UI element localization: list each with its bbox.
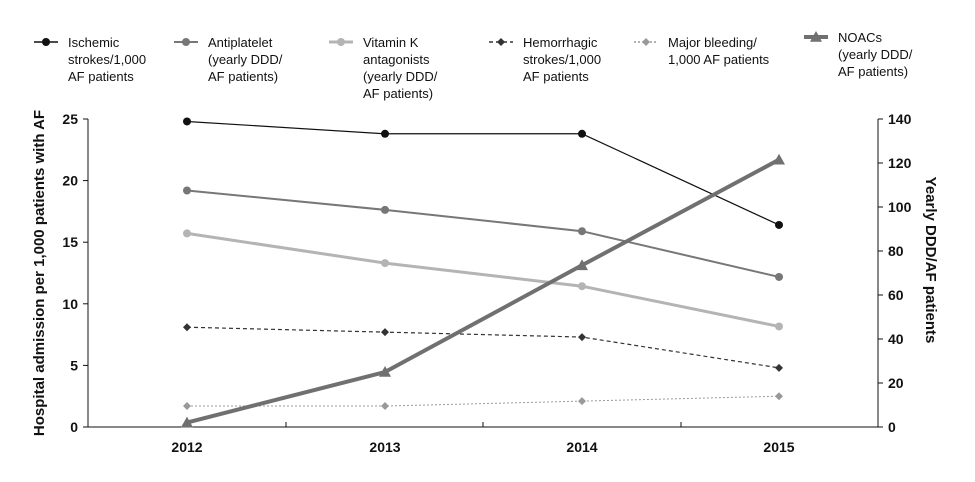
data-point xyxy=(775,392,783,401)
left-tick-label: 0 xyxy=(70,419,78,435)
legend-swatch-marker xyxy=(642,38,650,46)
x-ticks: 2012 2013 2014 2015 xyxy=(87,422,879,455)
data-point xyxy=(578,129,586,138)
y-left-axis-title: Hospital admission per 1,000 patients wi… xyxy=(31,110,48,436)
series-4 xyxy=(183,392,783,411)
legend-label-line: Vitamin K xyxy=(363,35,419,50)
legend-entry: Ischemic strokes/1,000 AF patients xyxy=(34,35,146,84)
legend-label-line: AF patients xyxy=(523,69,589,84)
series-layer xyxy=(181,117,785,428)
left-tick-label: 5 xyxy=(70,357,78,373)
legend-swatch-marker xyxy=(810,31,822,42)
data-point xyxy=(183,402,191,411)
data-point xyxy=(578,227,586,236)
legend-entry: Vitamin K antagonists (yearly DDD/AF patie… xyxy=(329,35,438,101)
right-tick-label: 100 xyxy=(888,199,912,215)
legend-label-line: strokes/1,000 xyxy=(523,52,601,67)
legend-label-line: AF patients xyxy=(68,69,134,84)
data-point xyxy=(381,328,389,337)
legend-entry: Major bleeding/1,000 AF patients xyxy=(634,35,770,67)
left-tick-label: 25 xyxy=(62,111,78,127)
series-line xyxy=(187,395,780,407)
legend-label-line: 1,000 AF patients xyxy=(668,52,770,67)
legend-label-line: Ischemic xyxy=(68,35,120,50)
data-point xyxy=(183,186,191,195)
data-point xyxy=(773,153,785,165)
series-line xyxy=(186,231,780,328)
legend-label-line: Antiplatelet xyxy=(208,35,273,50)
series-line xyxy=(186,326,780,369)
data-point xyxy=(578,282,586,291)
series-line xyxy=(186,120,780,226)
data-point xyxy=(775,322,783,331)
legend-swatch-marker xyxy=(497,38,505,46)
data-point xyxy=(379,366,391,377)
right-tick-label: 80 xyxy=(888,243,904,259)
legend-label-line: AF patients) xyxy=(208,69,278,84)
data-point xyxy=(775,220,783,229)
right-tick-label: 60 xyxy=(888,287,904,303)
right-tick-label: 40 xyxy=(888,331,904,347)
legend-entry: NOACs (yearly DDD/AF patients) xyxy=(804,30,913,79)
legend-label-line: NOACs xyxy=(838,30,883,45)
legend-label-line: AF patients) xyxy=(363,86,433,101)
series-5 xyxy=(181,153,785,428)
legend-label-line: (yearly DDD/ xyxy=(838,47,913,62)
y-right-axis-title: Yearly DDD/AF patients xyxy=(922,177,939,344)
data-point xyxy=(183,117,191,126)
x-tick-label: 2015 xyxy=(763,439,794,455)
legend-label-line: Major bleeding/ xyxy=(668,35,757,50)
series-2 xyxy=(183,229,783,331)
right-ticks: 0 20 40 60 80 100 120 140 xyxy=(878,111,912,435)
right-tick-label: 140 xyxy=(888,111,912,127)
left-tick-label: 15 xyxy=(62,234,78,250)
data-point xyxy=(181,416,193,428)
x-tick-label: 2012 xyxy=(171,439,202,455)
data-point xyxy=(183,229,191,238)
legend-swatch-marker xyxy=(42,38,50,46)
right-tick-label: 20 xyxy=(888,375,904,391)
legend-label-line: antagonists xyxy=(363,52,430,67)
left-tick-label: 20 xyxy=(62,173,78,189)
data-point xyxy=(775,363,783,372)
data-point xyxy=(578,333,586,342)
series-1 xyxy=(183,186,783,281)
legend-entry: Hemorrhagic strokes/1,000 AF patients xyxy=(489,35,601,84)
data-point xyxy=(183,323,191,332)
legend: Ischemic strokes/1,000 AF patients Antiplat… xyxy=(34,30,913,101)
x-tick-label: 2014 xyxy=(566,439,597,455)
right-tick-label: 0 xyxy=(888,419,896,435)
legend-swatch-marker xyxy=(182,38,190,46)
data-point xyxy=(381,205,389,214)
data-point xyxy=(576,259,588,271)
legend-label-line: (yearly DDD/ xyxy=(208,52,283,67)
legend-label-line: strokes/1,000 xyxy=(68,52,146,67)
data-point xyxy=(381,402,389,411)
x-tick-label: 2013 xyxy=(369,439,400,455)
legend-entry: Antiplatelet (yearly DDD/AF patients) xyxy=(174,35,283,84)
series-3 xyxy=(183,323,783,372)
legend-label-line: AF patients) xyxy=(838,64,908,79)
data-point xyxy=(775,272,783,281)
data-point xyxy=(381,259,389,268)
right-tick-label: 120 xyxy=(888,155,912,171)
data-point xyxy=(578,397,586,406)
left-tick-label: 10 xyxy=(62,296,78,312)
data-point xyxy=(381,129,389,138)
series-line xyxy=(186,157,780,425)
legend-label-line: (yearly DDD/ xyxy=(363,69,438,84)
legend-swatch-marker xyxy=(337,38,345,46)
series-0 xyxy=(183,117,783,229)
series-line xyxy=(186,189,780,278)
legend-label-line: Hemorrhagic xyxy=(523,35,598,50)
left-ticks: 0 5 10 15 20 25 xyxy=(62,111,88,435)
